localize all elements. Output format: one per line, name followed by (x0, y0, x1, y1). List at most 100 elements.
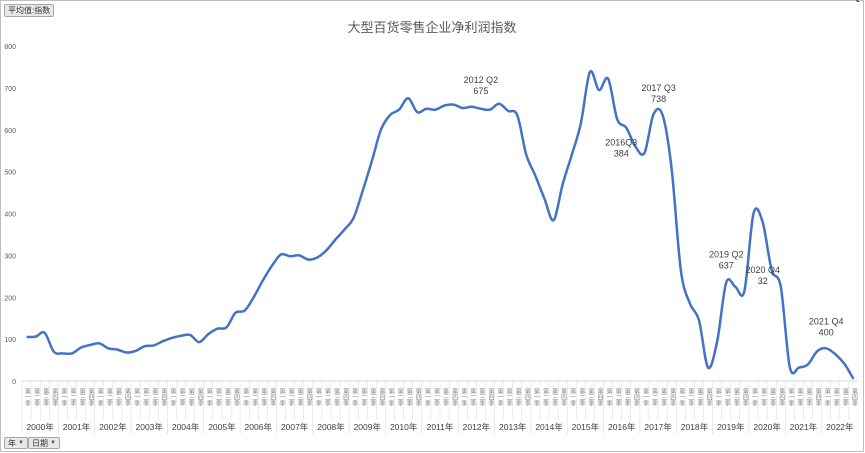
quarter-tick-label: 第四季 (196, 387, 203, 407)
y-tick-label: 100 (4, 337, 16, 344)
quarter-tick-label: 第三季 (623, 387, 630, 407)
annotation-label: 2022 Q4 (831, 0, 865, 2)
quarter-tick-label: 第二季 (760, 387, 767, 407)
year-label: 2011年 (427, 422, 454, 432)
y-tick-label: 700 (4, 86, 16, 93)
quarter-tick-label: 第一季 (641, 387, 648, 407)
quarter-tick-label: 第一季 (169, 387, 176, 407)
quarter-tick-label: 第四季 (596, 387, 603, 407)
y-axis: 0 100 200 300 400 500 600 700 800 (4, 44, 16, 386)
quarter-tick-label: 第三季 (696, 387, 703, 407)
value-field-button[interactable]: 平均值:指数 (4, 4, 55, 17)
quarter-tick-label: 第四季 (160, 387, 167, 407)
quarter-tick-label: 第二季 (69, 387, 76, 407)
quarter-tick-label: 第三季 (42, 387, 49, 407)
year-field-button[interactable]: 年 ▼ (4, 437, 28, 449)
quarter-tick-label: 第四季 (414, 387, 421, 407)
quarter-tick-label: 第三季 (405, 387, 412, 407)
quarter-tick-label: 第一季 (60, 387, 67, 407)
annotation-label: 2016Q3 (605, 138, 637, 148)
annotation-value: 32 (758, 276, 768, 286)
quarter-tick-label: 第一季 (605, 387, 612, 407)
quarter-tick-label: 第一季 (96, 387, 103, 407)
quarter-tick-label: 第三季 (187, 387, 194, 407)
quarter-tick-label: 第四季 (87, 387, 94, 407)
annotation-label: 2021 Q4 (809, 316, 844, 326)
quarter-tick-label: 第一季 (714, 387, 721, 407)
series (26, 69, 855, 380)
quarter-tick-label: 第四季 (124, 387, 131, 407)
quarter-tick-label: 第四季 (669, 387, 676, 407)
year-label: 2008年 (317, 422, 345, 432)
quarter-tick-label: 第二季 (251, 387, 258, 407)
quarter-tick-label: 第四季 (741, 387, 748, 407)
y-tick-label: 300 (4, 253, 16, 260)
quarter-tick-label: 第二季 (323, 387, 330, 407)
annotation-value: 675 (473, 86, 488, 96)
year-label: 2002年 (99, 422, 127, 432)
quarter-tick-label: 第二季 (105, 387, 112, 407)
y-tick-label: 0 (12, 379, 16, 386)
quarter-tick-label: 第二季 (432, 387, 439, 407)
quarter-tick-label: 第三季 (841, 387, 848, 407)
y-tick-label: 500 (4, 170, 16, 177)
quarter-tick-label: 第一季 (787, 387, 794, 407)
quarter-tick-label: 第四季 (269, 387, 276, 407)
annotation-label: 2019 Q2 (709, 250, 744, 260)
quarter-tick-label: 第四季 (632, 387, 639, 407)
year-label: 2007年 (281, 422, 309, 432)
year-label: 2000年 (26, 422, 54, 432)
dropdown-arrow-icon: ▼ (18, 439, 24, 446)
year-label: 2018年 (681, 422, 709, 432)
quarter-tick-label: 第三季 (296, 387, 303, 407)
quarter-tick-label: 第四季 (305, 387, 312, 407)
quarter-tick-label: 第二季 (469, 387, 476, 407)
quarter-tick-label: 第三季 (769, 387, 776, 407)
series-line (26, 69, 855, 380)
x-axis: 第一季 第二季 第三季 第四季 第一季 第二季 第三季 第四季 第一季 第二季 第三季 第四季 第一季第… (21, 380, 858, 434)
quarter-tick-label: 第四季 (523, 387, 530, 407)
year-label: 2017年 (644, 422, 672, 432)
quarter-tick-label: 第四季 (705, 387, 712, 407)
quarter-tick-label: 第一季 (678, 387, 685, 407)
date-field-label: 日期 (32, 438, 48, 448)
year-label: 2003年 (136, 422, 164, 432)
quarter-tick-label: 第二季 (360, 387, 367, 407)
quarter-tick-label: 第二季 (178, 387, 185, 407)
quarter-tick-label: 第一季 (423, 387, 430, 407)
year-label: 2005年 (208, 422, 236, 432)
quarter-tick-label: 第四季 (342, 387, 349, 407)
quarter-tick-label: 第三季 (805, 387, 812, 407)
quarter-tick-label: 第三季 (514, 387, 521, 407)
quarter-tick-label: 第二季 (505, 387, 512, 407)
quarter-tick-label: 第二季 (796, 387, 803, 407)
date-field-button[interactable]: 日期 ▼ (28, 437, 60, 449)
quarter-tick-label: 第二季 (396, 387, 403, 407)
quarter-tick-label: 第一季 (532, 387, 539, 407)
quarter-tick-label: 第三季 (151, 387, 158, 407)
quarter-tick-label: 第二季 (723, 387, 730, 407)
quarter-tick-label: 第三季 (587, 387, 594, 407)
quarter-tick-label: 第一季 (314, 387, 321, 407)
annotation-value: 738 (651, 94, 666, 104)
quarter-tick-label: 第四季 (814, 387, 821, 407)
year-label: 2009年 (354, 422, 382, 432)
annotation-label: 2017 Q3 (641, 83, 676, 93)
quarter-tick-label: 第二季 (214, 387, 221, 407)
year-label: 2015年 (572, 422, 600, 432)
year-label: 2004年 (172, 422, 200, 432)
chart-title: 大型百货零售企业净利润指数 (347, 20, 516, 35)
year-label: 2010年 (390, 422, 418, 432)
annotation-value: 400 (819, 327, 834, 337)
year-label: 2020年 (753, 422, 781, 432)
quarter-tick-label: 第三季 (369, 387, 376, 407)
dropdown-arrow-icon: ▼ (50, 439, 56, 446)
year-label: 2012年 (463, 422, 491, 432)
annotation-label: 2012 Q2 (464, 75, 499, 85)
quarter-tick-label: 第一季 (24, 387, 31, 407)
quarter-tick-label: 第三季 (442, 387, 449, 407)
quarter-tick-label: 第一季 (460, 387, 467, 407)
year-label: 2022年 (826, 422, 854, 432)
